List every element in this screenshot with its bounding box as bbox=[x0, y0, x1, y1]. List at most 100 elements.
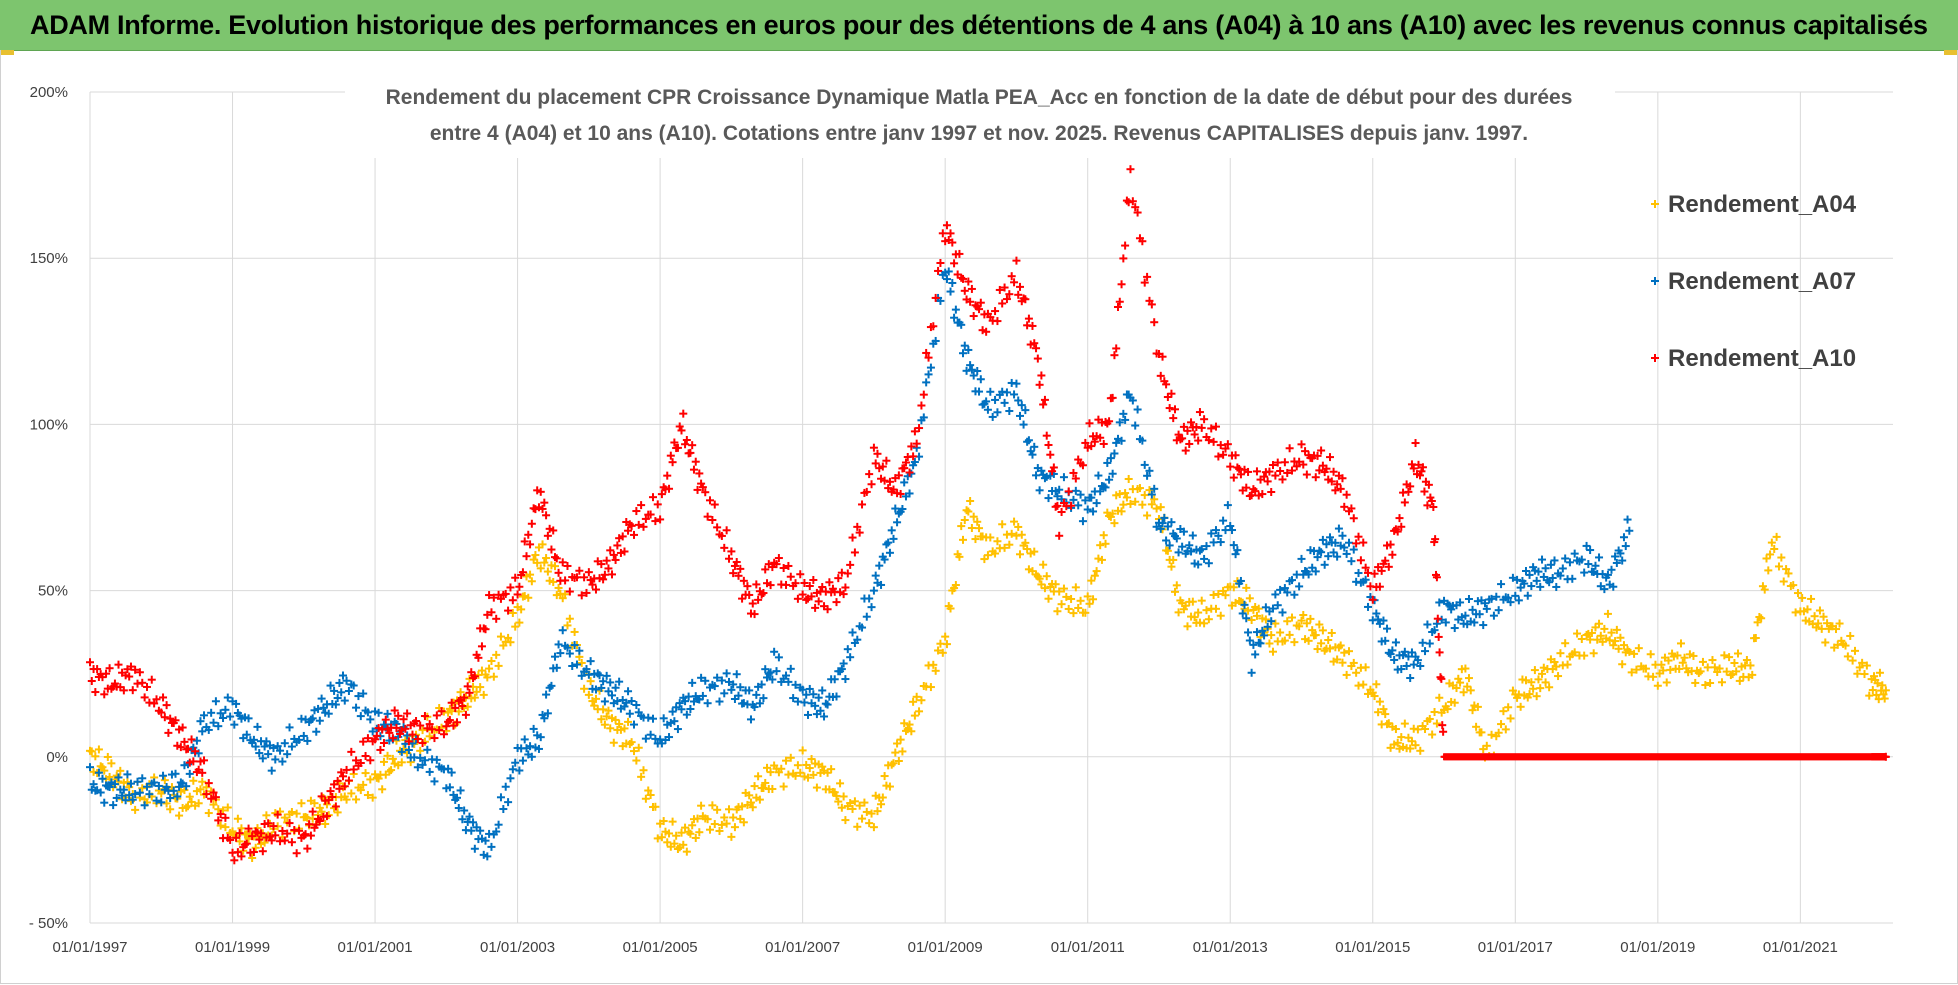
data-point bbox=[597, 683, 606, 692]
data-point bbox=[547, 545, 556, 554]
data-point bbox=[416, 746, 425, 755]
data-point bbox=[1150, 495, 1159, 504]
data-point bbox=[1131, 497, 1140, 506]
data-point bbox=[967, 523, 976, 532]
data-point bbox=[865, 594, 874, 603]
data-point bbox=[333, 808, 342, 817]
data-point bbox=[432, 711, 441, 720]
data-point bbox=[295, 826, 304, 835]
data-point bbox=[1126, 499, 1135, 508]
data-point bbox=[862, 487, 871, 496]
data-point bbox=[1214, 452, 1223, 461]
data-point bbox=[991, 549, 1000, 558]
data-point bbox=[157, 708, 166, 717]
data-point bbox=[580, 573, 589, 582]
data-point bbox=[1494, 728, 1503, 737]
data-point bbox=[885, 477, 894, 486]
data-point bbox=[1202, 542, 1211, 551]
data-point bbox=[613, 541, 622, 550]
data-point bbox=[458, 701, 467, 710]
data-point bbox=[875, 561, 884, 570]
data-point bbox=[1814, 619, 1823, 628]
data-point bbox=[812, 783, 821, 792]
data-point bbox=[1119, 409, 1128, 418]
data-point bbox=[772, 560, 781, 569]
data-point bbox=[100, 766, 109, 775]
data-point bbox=[418, 760, 427, 769]
data-point bbox=[527, 577, 536, 586]
data-point bbox=[597, 560, 606, 569]
data-point bbox=[366, 775, 375, 784]
data-point bbox=[487, 842, 496, 851]
data-point bbox=[743, 582, 752, 591]
data-point bbox=[1252, 467, 1261, 476]
data-point bbox=[1197, 423, 1206, 432]
data-point bbox=[1244, 628, 1253, 637]
x-tick-label: 01/01/1999 bbox=[195, 939, 270, 956]
data-point bbox=[1404, 487, 1413, 496]
data-point bbox=[727, 832, 736, 841]
data-point bbox=[1760, 585, 1769, 594]
data-point bbox=[145, 790, 154, 799]
data-point bbox=[116, 766, 125, 775]
data-point bbox=[1062, 592, 1071, 601]
data-point bbox=[125, 672, 134, 681]
data-point bbox=[983, 551, 992, 560]
data-point bbox=[971, 535, 980, 544]
data-point bbox=[1336, 641, 1345, 650]
data-point bbox=[798, 746, 807, 755]
data-point bbox=[891, 504, 900, 513]
data-point bbox=[496, 793, 505, 802]
data-point bbox=[698, 483, 707, 492]
data-point bbox=[1708, 656, 1717, 665]
x-tick-label: 01/01/2015 bbox=[1335, 939, 1410, 956]
data-point bbox=[1591, 561, 1600, 570]
data-point bbox=[100, 690, 109, 699]
data-point bbox=[686, 704, 695, 713]
data-point bbox=[1508, 573, 1517, 582]
data-point bbox=[1390, 655, 1399, 664]
data-point bbox=[681, 440, 690, 449]
data-point bbox=[1324, 635, 1333, 644]
data-point bbox=[1260, 472, 1269, 481]
data-point bbox=[586, 657, 595, 666]
data-point bbox=[404, 737, 413, 746]
data-point bbox=[1090, 571, 1099, 580]
data-point bbox=[807, 592, 816, 601]
data-point bbox=[100, 798, 109, 807]
data-point bbox=[641, 794, 650, 803]
data-point bbox=[1815, 606, 1824, 615]
series-rendement-a04 bbox=[86, 474, 1890, 863]
data-point bbox=[1345, 647, 1354, 656]
data-point bbox=[1216, 441, 1225, 450]
data-point bbox=[648, 714, 657, 723]
data-point bbox=[1119, 254, 1128, 263]
data-point bbox=[492, 827, 501, 836]
data-point bbox=[1101, 539, 1110, 548]
data-point bbox=[784, 561, 793, 570]
data-point bbox=[1573, 629, 1582, 638]
data-point bbox=[1570, 648, 1579, 657]
data-point bbox=[1251, 650, 1260, 659]
data-point bbox=[1881, 686, 1890, 695]
data-point bbox=[175, 811, 184, 820]
data-point bbox=[942, 221, 951, 230]
data-point bbox=[1561, 639, 1570, 648]
data-point bbox=[693, 485, 702, 494]
data-point bbox=[420, 756, 429, 765]
data-point bbox=[1479, 621, 1488, 630]
data-point bbox=[682, 436, 691, 445]
data-point bbox=[404, 746, 413, 755]
data-point bbox=[237, 824, 246, 833]
data-point bbox=[964, 507, 973, 516]
data-point bbox=[1308, 626, 1317, 635]
data-point bbox=[1732, 667, 1741, 676]
data-point bbox=[1135, 484, 1144, 493]
data-point bbox=[862, 807, 871, 816]
data-point bbox=[1352, 668, 1361, 677]
data-point bbox=[1172, 581, 1181, 590]
data-point bbox=[834, 797, 843, 806]
data-point bbox=[1327, 628, 1336, 637]
data-point bbox=[885, 548, 894, 557]
data-point bbox=[1174, 548, 1183, 557]
